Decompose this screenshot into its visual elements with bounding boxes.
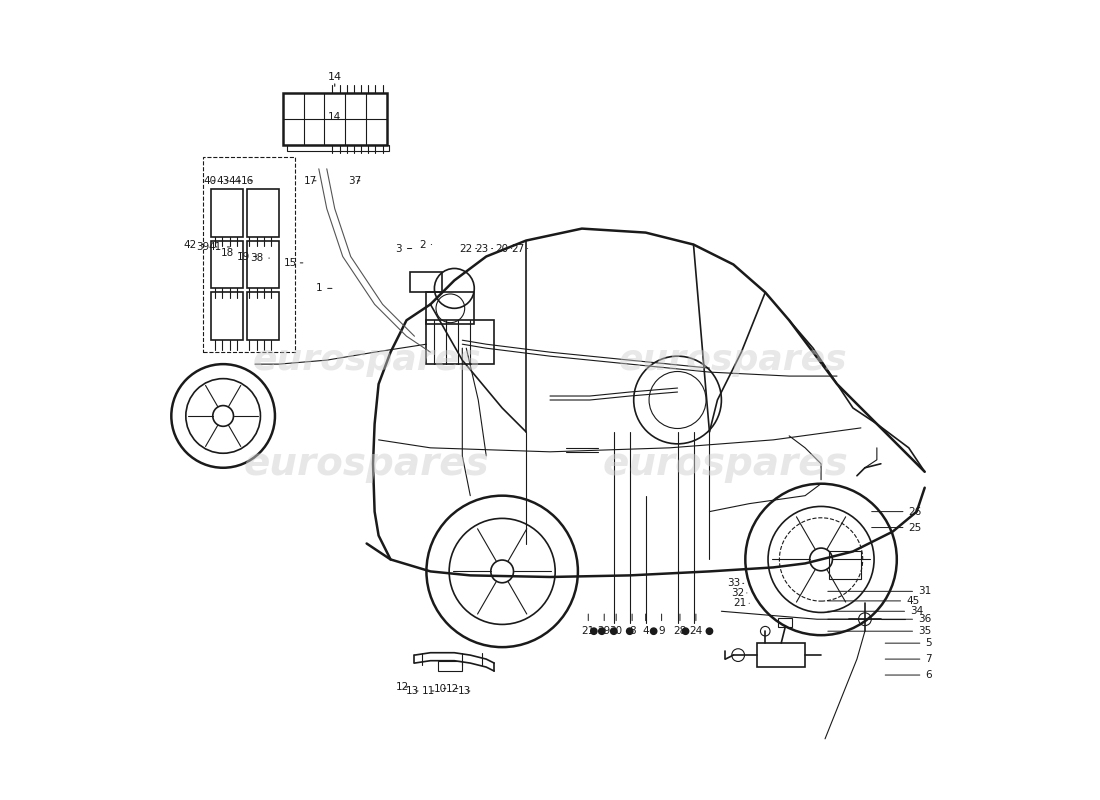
Text: 32: 32 (730, 588, 747, 598)
Text: 16: 16 (241, 176, 254, 186)
Text: 11: 11 (422, 686, 436, 696)
Text: 2: 2 (419, 239, 431, 250)
Text: 21: 21 (582, 614, 595, 636)
Text: 10: 10 (434, 683, 448, 694)
Text: 12: 12 (447, 683, 460, 694)
Text: 43: 43 (217, 176, 230, 186)
Text: 41: 41 (209, 242, 230, 252)
Text: 23: 23 (475, 243, 493, 254)
Text: 44: 44 (229, 176, 242, 186)
Circle shape (682, 628, 689, 634)
Text: 28: 28 (673, 614, 686, 636)
Circle shape (706, 628, 713, 634)
Circle shape (591, 628, 597, 634)
Text: 13: 13 (458, 686, 471, 696)
Text: 37: 37 (348, 176, 361, 186)
Text: 45: 45 (828, 596, 920, 606)
Text: 4: 4 (642, 614, 649, 636)
Text: 1: 1 (316, 283, 332, 294)
Text: 29: 29 (597, 614, 611, 636)
Text: eurospares: eurospares (244, 445, 490, 482)
Text: 18: 18 (220, 247, 242, 258)
Text: 12: 12 (396, 682, 409, 692)
Text: 7: 7 (886, 654, 932, 664)
Text: eurospares: eurospares (252, 343, 481, 377)
Text: 19: 19 (236, 251, 256, 262)
Text: 21: 21 (733, 598, 749, 608)
Text: 5: 5 (886, 638, 932, 648)
Circle shape (627, 628, 632, 634)
Text: 22: 22 (460, 243, 476, 254)
Text: 13: 13 (406, 686, 419, 696)
Text: 30: 30 (609, 614, 623, 636)
Text: 20: 20 (496, 243, 512, 254)
Text: 39: 39 (197, 242, 217, 252)
Text: 42: 42 (183, 239, 204, 250)
Text: 14: 14 (328, 72, 342, 82)
Text: 25: 25 (871, 522, 922, 533)
Text: 9: 9 (658, 614, 664, 636)
Text: 6: 6 (886, 670, 932, 680)
Circle shape (598, 628, 605, 634)
Text: 3: 3 (395, 243, 411, 254)
Text: eurospares: eurospares (603, 445, 848, 482)
Text: 17: 17 (305, 176, 318, 186)
Text: 33: 33 (727, 578, 744, 588)
Circle shape (610, 628, 617, 634)
Text: 15: 15 (284, 258, 302, 268)
Text: 31: 31 (828, 586, 932, 596)
Text: 24: 24 (690, 614, 703, 636)
Text: eurospares: eurospares (619, 343, 848, 377)
Text: 35: 35 (828, 626, 932, 636)
Text: 40: 40 (204, 176, 216, 186)
Text: 34: 34 (828, 606, 923, 616)
Text: 8: 8 (629, 614, 636, 636)
Text: 38: 38 (250, 253, 270, 263)
Text: 36: 36 (828, 614, 932, 624)
Text: 26: 26 (871, 506, 922, 517)
Text: 14: 14 (328, 112, 341, 122)
Circle shape (650, 628, 657, 634)
Text: 27: 27 (512, 243, 528, 254)
